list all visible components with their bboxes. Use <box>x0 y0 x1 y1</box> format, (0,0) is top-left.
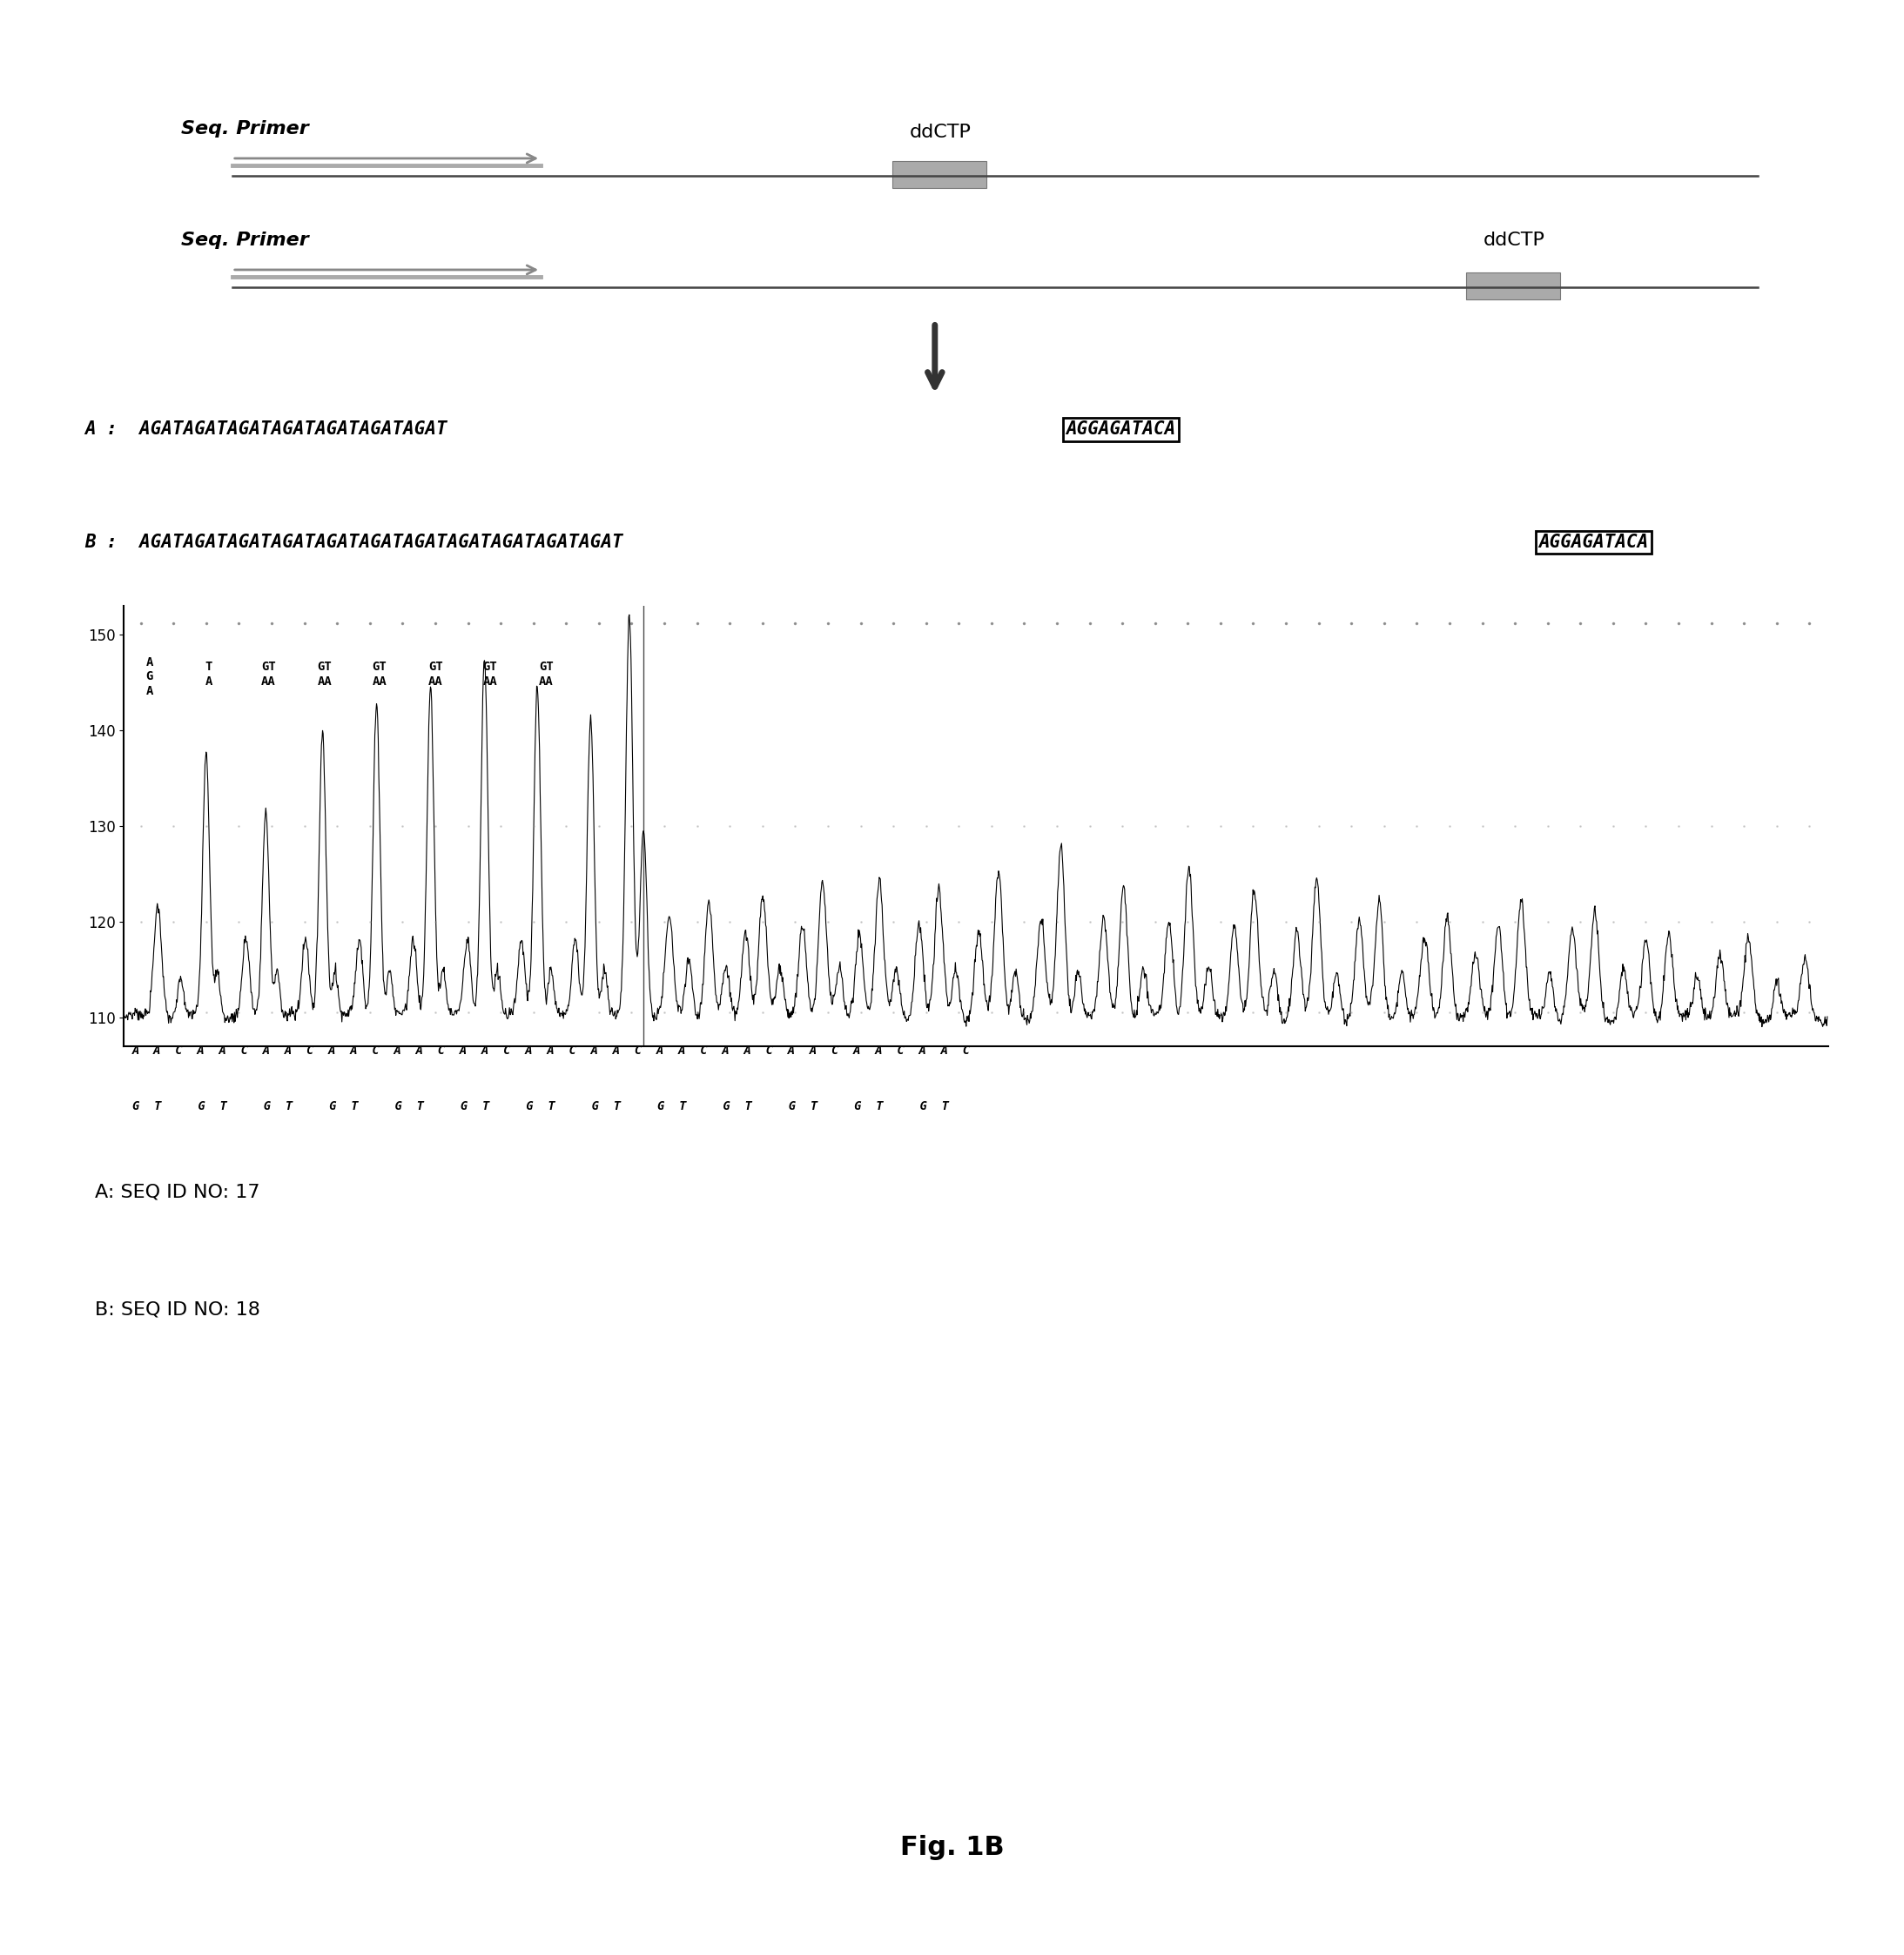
Text: A: SEQ ID NO: 17: A: SEQ ID NO: 17 <box>95 1183 261 1200</box>
Text: B: SEQ ID NO: 18: B: SEQ ID NO: 18 <box>95 1302 261 1320</box>
Text: A  A  C  A  A  C  A  A  C  A  A  C  A  A  C  A  A  C  A  A  C  A  A  C  A  A  C : A A C A A C A A C A A C A A C A A C A A … <box>131 1044 971 1058</box>
Text: Seq. Primer: Seq. Primer <box>181 121 308 137</box>
Text: AGGAGATACA: AGGAGATACA <box>1538 534 1649 551</box>
Bar <box>1466 274 1561 299</box>
Text: ddCTP: ddCTP <box>908 123 971 141</box>
Text: AGGAGATACA: AGGAGATACA <box>1066 420 1177 438</box>
Text: Seq. Primer: Seq. Primer <box>181 233 308 248</box>
Text: B :  AGATAGATAGATAGATAGATAGATAGATAGATAGATAGATAGAT: B : AGATAGATAGATAGATAGATAGATAGATAGATAGAT… <box>86 534 623 551</box>
Text: Fig. 1B: Fig. 1B <box>901 1836 1003 1859</box>
Text: ddCTP: ddCTP <box>1483 233 1544 248</box>
Text: GT
AA: GT AA <box>484 661 497 688</box>
Text: G  T     G  T     G  T     G  T     G  T     G  T     G  T     G  T     G  T    : G T G T G T G T G T G T G T G T G T <box>131 1101 948 1112</box>
Text: A
G
A: A G A <box>147 657 152 696</box>
Text: GT
AA: GT AA <box>539 661 554 688</box>
Text: A :  AGATAGATAGATAGATAGATAGATAGAT: A : AGATAGATAGATAGATAGATAGATAGAT <box>86 420 447 438</box>
Text: GT
AA: GT AA <box>261 661 276 688</box>
Text: GT
AA: GT AA <box>371 661 387 688</box>
Text: GT
AA: GT AA <box>318 661 331 688</box>
Bar <box>891 160 986 188</box>
Text: T
A: T A <box>206 661 213 688</box>
Text: GT
AA: GT AA <box>428 661 444 688</box>
